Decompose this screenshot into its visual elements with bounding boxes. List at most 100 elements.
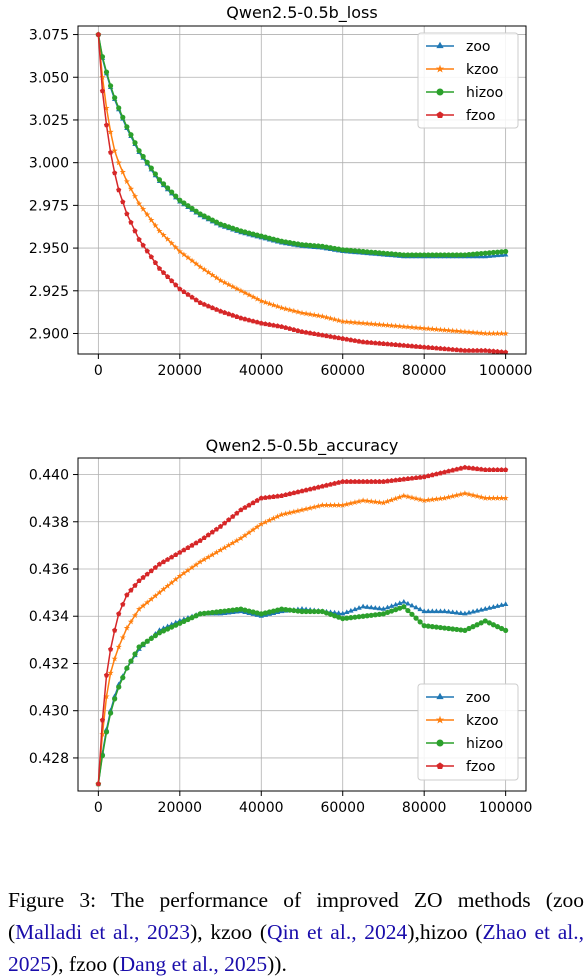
data-point-hizoo <box>360 248 366 255</box>
data-point-hizoo <box>331 613 338 619</box>
data-point-kzoo <box>323 314 330 321</box>
data-point-kzoo <box>351 499 359 506</box>
data-point-fzoo <box>490 467 497 473</box>
data-point-kzoo <box>355 319 363 326</box>
citation-qin[interactable]: Qin et al., 2024 <box>267 919 408 944</box>
legend-box <box>417 32 519 129</box>
data-point-kzoo <box>408 324 416 330</box>
data-point-fzoo <box>364 478 370 484</box>
data-point-kzoo <box>437 326 444 333</box>
data-point-hizoo <box>458 252 464 258</box>
data-point-kzoo <box>205 553 212 560</box>
data-point-hizoo <box>222 608 228 614</box>
data-point-hizoo <box>421 252 427 258</box>
data-point-kzoo <box>437 495 444 502</box>
data-point-kzoo <box>258 520 265 527</box>
data-point-fzoo <box>417 474 423 480</box>
data-point-hizoo <box>291 240 297 246</box>
data-point-kzoo <box>274 513 281 520</box>
data-point-fzoo <box>409 343 415 349</box>
data-point-kzoo <box>258 297 265 304</box>
data-point-fzoo <box>169 554 175 560</box>
legend: zoo kzoo hizoo fzoo <box>417 32 519 129</box>
data-point-kzoo <box>184 567 192 574</box>
data-point-hizoo <box>140 153 146 160</box>
data-point-kzoo <box>245 529 253 536</box>
data-point-hizoo <box>344 615 350 621</box>
data-point-fzoo <box>246 502 252 508</box>
x-tick-label: 40000 <box>239 363 284 379</box>
data-point-fzoo <box>336 335 342 341</box>
data-point-fzoo <box>270 322 277 328</box>
data-point-kzoo <box>384 498 391 505</box>
citation-dang[interactable]: Dang et al., 2025 <box>119 951 268 976</box>
data-point-fzoo <box>254 497 260 503</box>
data-point-kzoo <box>360 320 367 326</box>
data-point-kzoo <box>131 612 139 619</box>
data-point-hizoo <box>303 608 309 615</box>
data-point-hizoo <box>193 613 199 619</box>
data-point-kzoo <box>286 306 293 313</box>
data-point-hizoo <box>246 608 252 614</box>
data-point-kzoo <box>233 537 240 544</box>
data-point-fzoo <box>266 494 273 500</box>
data-point-fzoo <box>380 341 387 346</box>
data-point-hizoo <box>429 624 435 630</box>
data-point-fzoo <box>503 467 509 473</box>
data-point-hizoo <box>376 611 382 617</box>
data-point-zoo <box>462 610 468 616</box>
data-point-fzoo <box>384 478 391 484</box>
data-point-fzoo <box>478 347 484 353</box>
data-point-hizoo <box>112 696 118 702</box>
legend-marker-fzoo <box>436 762 444 769</box>
data-point-fzoo <box>348 478 354 484</box>
data-point-hizoo <box>169 624 175 630</box>
data-point-fzoo <box>450 467 456 473</box>
data-point-zoo <box>392 601 399 607</box>
data-point-kzoo <box>445 327 452 334</box>
data-point-kzoo <box>347 500 354 506</box>
citation-malladi[interactable]: Malladi et al., 2023 <box>15 919 191 944</box>
data-point-kzoo <box>433 326 440 333</box>
data-point-fzoo <box>352 478 358 484</box>
data-point-hizoo <box>189 205 195 212</box>
legend-marker-hizoo <box>436 739 444 747</box>
data-point-hizoo <box>213 219 220 225</box>
data-point-hizoo <box>348 615 354 621</box>
data-point-fzoo <box>258 495 264 501</box>
data-point-kzoo <box>376 499 383 506</box>
data-point-kzoo <box>404 323 411 330</box>
data-point-kzoo <box>229 539 236 546</box>
data-point-fzoo <box>295 328 301 333</box>
data-point-zoo <box>474 607 480 613</box>
data-point-zoo <box>348 607 354 613</box>
data-point-kzoo <box>449 493 456 499</box>
data-point-kzoo <box>266 517 273 523</box>
data-point-fzoo <box>425 473 431 479</box>
data-point-hizoo <box>486 620 492 626</box>
y-tick-label: 0.428 <box>29 751 69 767</box>
data-point-fzoo <box>356 338 362 344</box>
data-point-hizoo <box>156 177 163 183</box>
data-point-fzoo <box>246 317 252 323</box>
data-point-fzoo <box>311 331 317 337</box>
data-point-zoo <box>482 606 488 611</box>
data-point-hizoo <box>384 609 391 616</box>
data-point-hizoo <box>336 246 342 252</box>
data-point-kzoo <box>103 104 110 111</box>
data-point-hizoo <box>152 171 158 177</box>
data-point-fzoo <box>160 269 167 275</box>
data-point-hizoo <box>364 249 370 255</box>
data-point-kzoo <box>270 301 277 308</box>
data-point-kzoo <box>176 572 183 579</box>
legend-label-kzoo: kzoo <box>466 713 499 729</box>
data-point-kzoo <box>197 263 204 270</box>
data-point-hizoo <box>217 221 224 227</box>
data-point-hizoo <box>380 611 387 617</box>
data-point-hizoo <box>372 612 378 618</box>
data-point-kzoo <box>123 178 130 185</box>
data-point-fzoo <box>303 487 309 493</box>
data-point-kzoo <box>217 277 224 284</box>
data-point-kzoo <box>294 308 302 315</box>
data-point-kzoo <box>392 322 399 329</box>
